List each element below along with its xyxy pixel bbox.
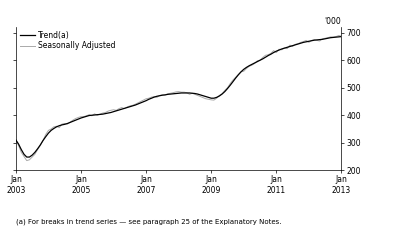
Text: (a) For breaks in trend series — see paragraph 25 of the Explanatory Notes.: (a) For breaks in trend series — see par… [16,218,281,225]
Text: '000: '000 [325,17,341,26]
Legend: Trend(a), Seasonally Adjusted: Trend(a), Seasonally Adjusted [20,31,116,50]
